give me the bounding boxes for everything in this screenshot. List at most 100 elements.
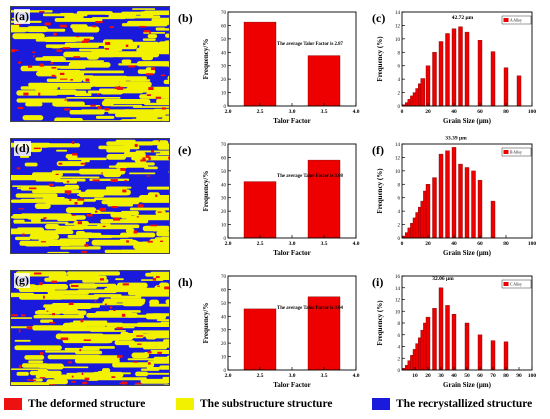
substructure-grain	[103, 298, 146, 303]
deformed-grain	[128, 65, 135, 68]
deformed-grain	[48, 183, 54, 187]
substructure-grain	[107, 203, 133, 207]
deformed-grain	[53, 32, 57, 36]
substructure-grain	[132, 8, 156, 10]
deformed-grain	[157, 285, 160, 287]
substructure-grain	[149, 303, 169, 307]
deformed-grain	[148, 157, 151, 161]
substructure-grain	[104, 249, 144, 253]
legend-swatch-substructure	[176, 398, 194, 410]
deformed-grain	[81, 40, 89, 43]
x-tick-label: 100	[528, 109, 537, 115]
deformed-grain	[43, 217, 47, 219]
x-tick-label: 60	[477, 109, 483, 115]
deformed-grain	[113, 309, 116, 311]
deformed-grain	[76, 36, 80, 38]
substructure-grain	[167, 75, 169, 81]
deformed-grain	[71, 375, 74, 378]
substructure-grain	[24, 162, 38, 167]
deformed-grain	[116, 327, 123, 330]
deformed-grain	[67, 193, 70, 195]
bar	[243, 308, 277, 371]
substructure-grain	[54, 180, 75, 183]
deformed-grain	[146, 94, 151, 96]
x-tick-label: 3.5	[321, 373, 328, 379]
x-tick-label: 40	[451, 373, 457, 379]
substructure-grain	[141, 279, 164, 281]
deformed-grain	[73, 56, 81, 58]
x-tick-label: 60	[477, 373, 483, 379]
deformed-grain	[145, 155, 150, 158]
substructure-grain	[168, 171, 169, 173]
deformed-grain	[117, 355, 123, 358]
bar	[490, 51, 496, 107]
deformed-grain	[39, 11, 45, 13]
substructure-grain	[108, 110, 139, 114]
bar	[451, 28, 457, 107]
y-tick-label: 40	[221, 183, 227, 188]
deformed-grain	[58, 162, 63, 165]
substructure-grain	[67, 271, 120, 276]
substructure-grain	[108, 165, 149, 168]
y-tick-label: 40	[221, 51, 227, 56]
y-tick-label: 10	[221, 356, 227, 361]
substructure-grain	[90, 330, 127, 332]
substructure-grain	[38, 238, 54, 244]
substructure-grain	[11, 317, 33, 319]
taylor-factor-chart-b: 0 10 20 30 40 50 60 70 2.0 2.5 3.0 3.5 4.0 Talor Fact…	[196, 6, 366, 134]
y-tick-label: 0	[398, 369, 401, 374]
deformed-grain	[60, 337, 69, 341]
substructure-grain	[80, 75, 91, 78]
substructure-grain	[58, 295, 87, 299]
substructure-grain	[146, 367, 169, 370]
x-tick-label: 3.5	[321, 109, 328, 115]
substructure-grain	[62, 310, 81, 315]
substructure-grain	[89, 81, 111, 85]
substructure-grain	[67, 157, 107, 161]
substructure-grain	[47, 251, 70, 253]
x-tick-label: 100	[528, 373, 537, 379]
deformed-grain	[18, 329, 21, 333]
map-svg	[11, 271, 169, 385]
substructure-grain	[11, 292, 35, 298]
deformed-grain	[18, 365, 22, 368]
deformed-grain	[39, 377, 46, 379]
substructure-grain	[15, 236, 31, 241]
substructure-grain	[118, 81, 152, 88]
bar	[432, 308, 437, 371]
substructure-grain	[129, 172, 156, 175]
substructure-grain	[44, 224, 60, 230]
x-tick-label: 30	[438, 373, 444, 379]
deformed-grain	[28, 65, 33, 68]
bar	[477, 334, 483, 371]
x-tick-label: 70	[490, 373, 496, 379]
map-panel-label: (d)	[14, 141, 31, 156]
deformed-grain	[148, 362, 151, 365]
bar	[451, 314, 457, 371]
bar	[432, 177, 437, 239]
deformed-grain	[147, 351, 152, 354]
bar	[477, 180, 483, 239]
substructure-grain	[152, 332, 169, 339]
bar	[458, 163, 463, 239]
deformed-grain	[137, 204, 144, 208]
substructure-grain	[103, 43, 138, 50]
deformed-grain	[160, 74, 166, 77]
y-axis-label: Frequency/%	[202, 303, 210, 344]
substructure-grain	[110, 104, 142, 107]
substructure-grain	[16, 371, 29, 376]
substructure-grain	[129, 207, 169, 211]
substructure-grain	[104, 193, 128, 196]
panel-label-h: (h)	[178, 275, 193, 289]
bar	[307, 55, 341, 107]
y-tick-label: 70	[221, 11, 227, 16]
grain-size-chart-c: 0 2 4 6 8 10 12 14 0 20 40 60 80 100 Grain Size (μm) Fr…	[370, 6, 545, 134]
x-tick-label: 0	[401, 109, 404, 115]
legend-swatch	[503, 282, 509, 286]
deformed-grain	[100, 278, 104, 281]
substructure-grain	[59, 87, 91, 90]
substructure-grain	[121, 59, 132, 64]
deformed-grain	[157, 351, 162, 354]
deformed-grain	[121, 313, 126, 317]
bar	[490, 340, 496, 371]
